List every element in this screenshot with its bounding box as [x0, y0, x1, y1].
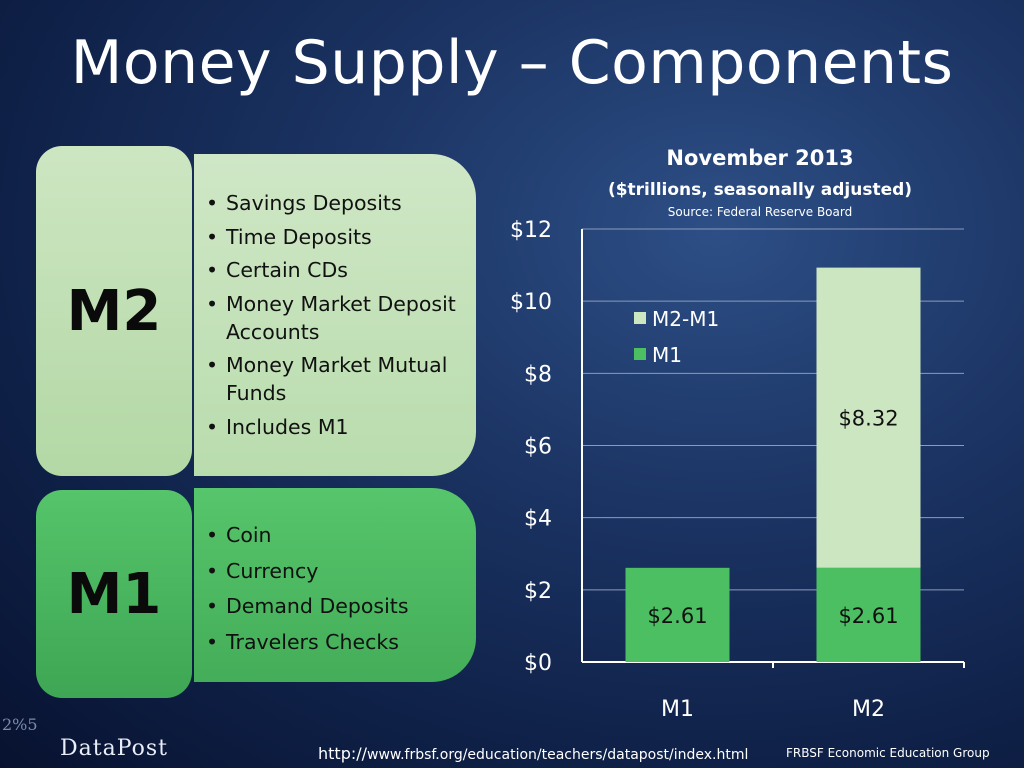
- y-tick-label: $8: [524, 362, 552, 387]
- legend-swatch: [634, 348, 646, 360]
- footer-url-path: www.frbsf.org/education/teachers/datapos…: [367, 747, 749, 763]
- m1-item: Demand Deposits: [194, 593, 476, 621]
- datapost-logo-text: DataPost: [60, 736, 168, 761]
- stacked-bar-chart: $0 $2 $4 $6 $8 $10 $12 $2.61 M1 $2.61 $8.32 M2 M2-M1…: [510, 218, 965, 722]
- y-tick-label: $4: [524, 507, 552, 532]
- m2-item: Savings Deposits: [194, 190, 476, 218]
- footer-url[interactable]: http://www.frbsf.org/education/teachers/…: [318, 744, 748, 763]
- footer-organization: FRBSF Economic Education Group: [786, 746, 990, 760]
- legend-label: M2-M1: [652, 307, 719, 331]
- chart-subtitle: ($trillions, seasonally adjusted): [607, 180, 913, 200]
- m2-item: Money Market Mutual Funds: [194, 352, 476, 407]
- m1-label-tab: M1: [36, 490, 192, 698]
- y-tick-label: $0: [524, 651, 552, 676]
- bar-m2-m1: [816, 267, 921, 568]
- datapost-logo-mark: 2%5: [2, 715, 38, 734]
- m1-item: Currency: [194, 558, 476, 586]
- m2-item: Certain CDs: [194, 257, 476, 285]
- footer-url-prefix: http://: [318, 744, 368, 763]
- legend-swatch: [634, 312, 646, 324]
- x-tick-label: M1: [661, 697, 694, 722]
- chart-title: November 2013: [666, 146, 854, 170]
- m1-components-panel: Coin Currency Demand Deposits Travelers …: [194, 488, 476, 682]
- m1-item: Coin: [194, 522, 476, 550]
- m1-item: Travelers Checks: [194, 629, 476, 657]
- data-label: $8.32: [838, 407, 898, 431]
- y-tick-label: $6: [524, 435, 552, 460]
- y-tick-label: $10: [510, 290, 552, 315]
- data-label: $2.61: [647, 604, 707, 628]
- bar-m1: [625, 567, 730, 662]
- m2-item: Includes M1: [194, 414, 476, 442]
- slide-title: Money Supply – Components: [70, 28, 954, 98]
- legend-label: M1: [652, 343, 682, 367]
- m2-components-panel: Savings Deposits Time Deposits Certain C…: [194, 154, 476, 476]
- chart-source: Source: Federal Reserve Board: [667, 205, 853, 219]
- y-tick-label: $12: [510, 218, 552, 243]
- bar-m1: [816, 567, 921, 662]
- data-label: $2.61: [838, 604, 898, 628]
- x-tick-label: M2: [852, 697, 885, 722]
- m2-label-tab: M2: [36, 146, 192, 476]
- m2-item: Time Deposits: [194, 224, 476, 252]
- m2-item: Money Market Deposit Accounts: [194, 291, 476, 346]
- y-tick-label: $2: [524, 579, 552, 604]
